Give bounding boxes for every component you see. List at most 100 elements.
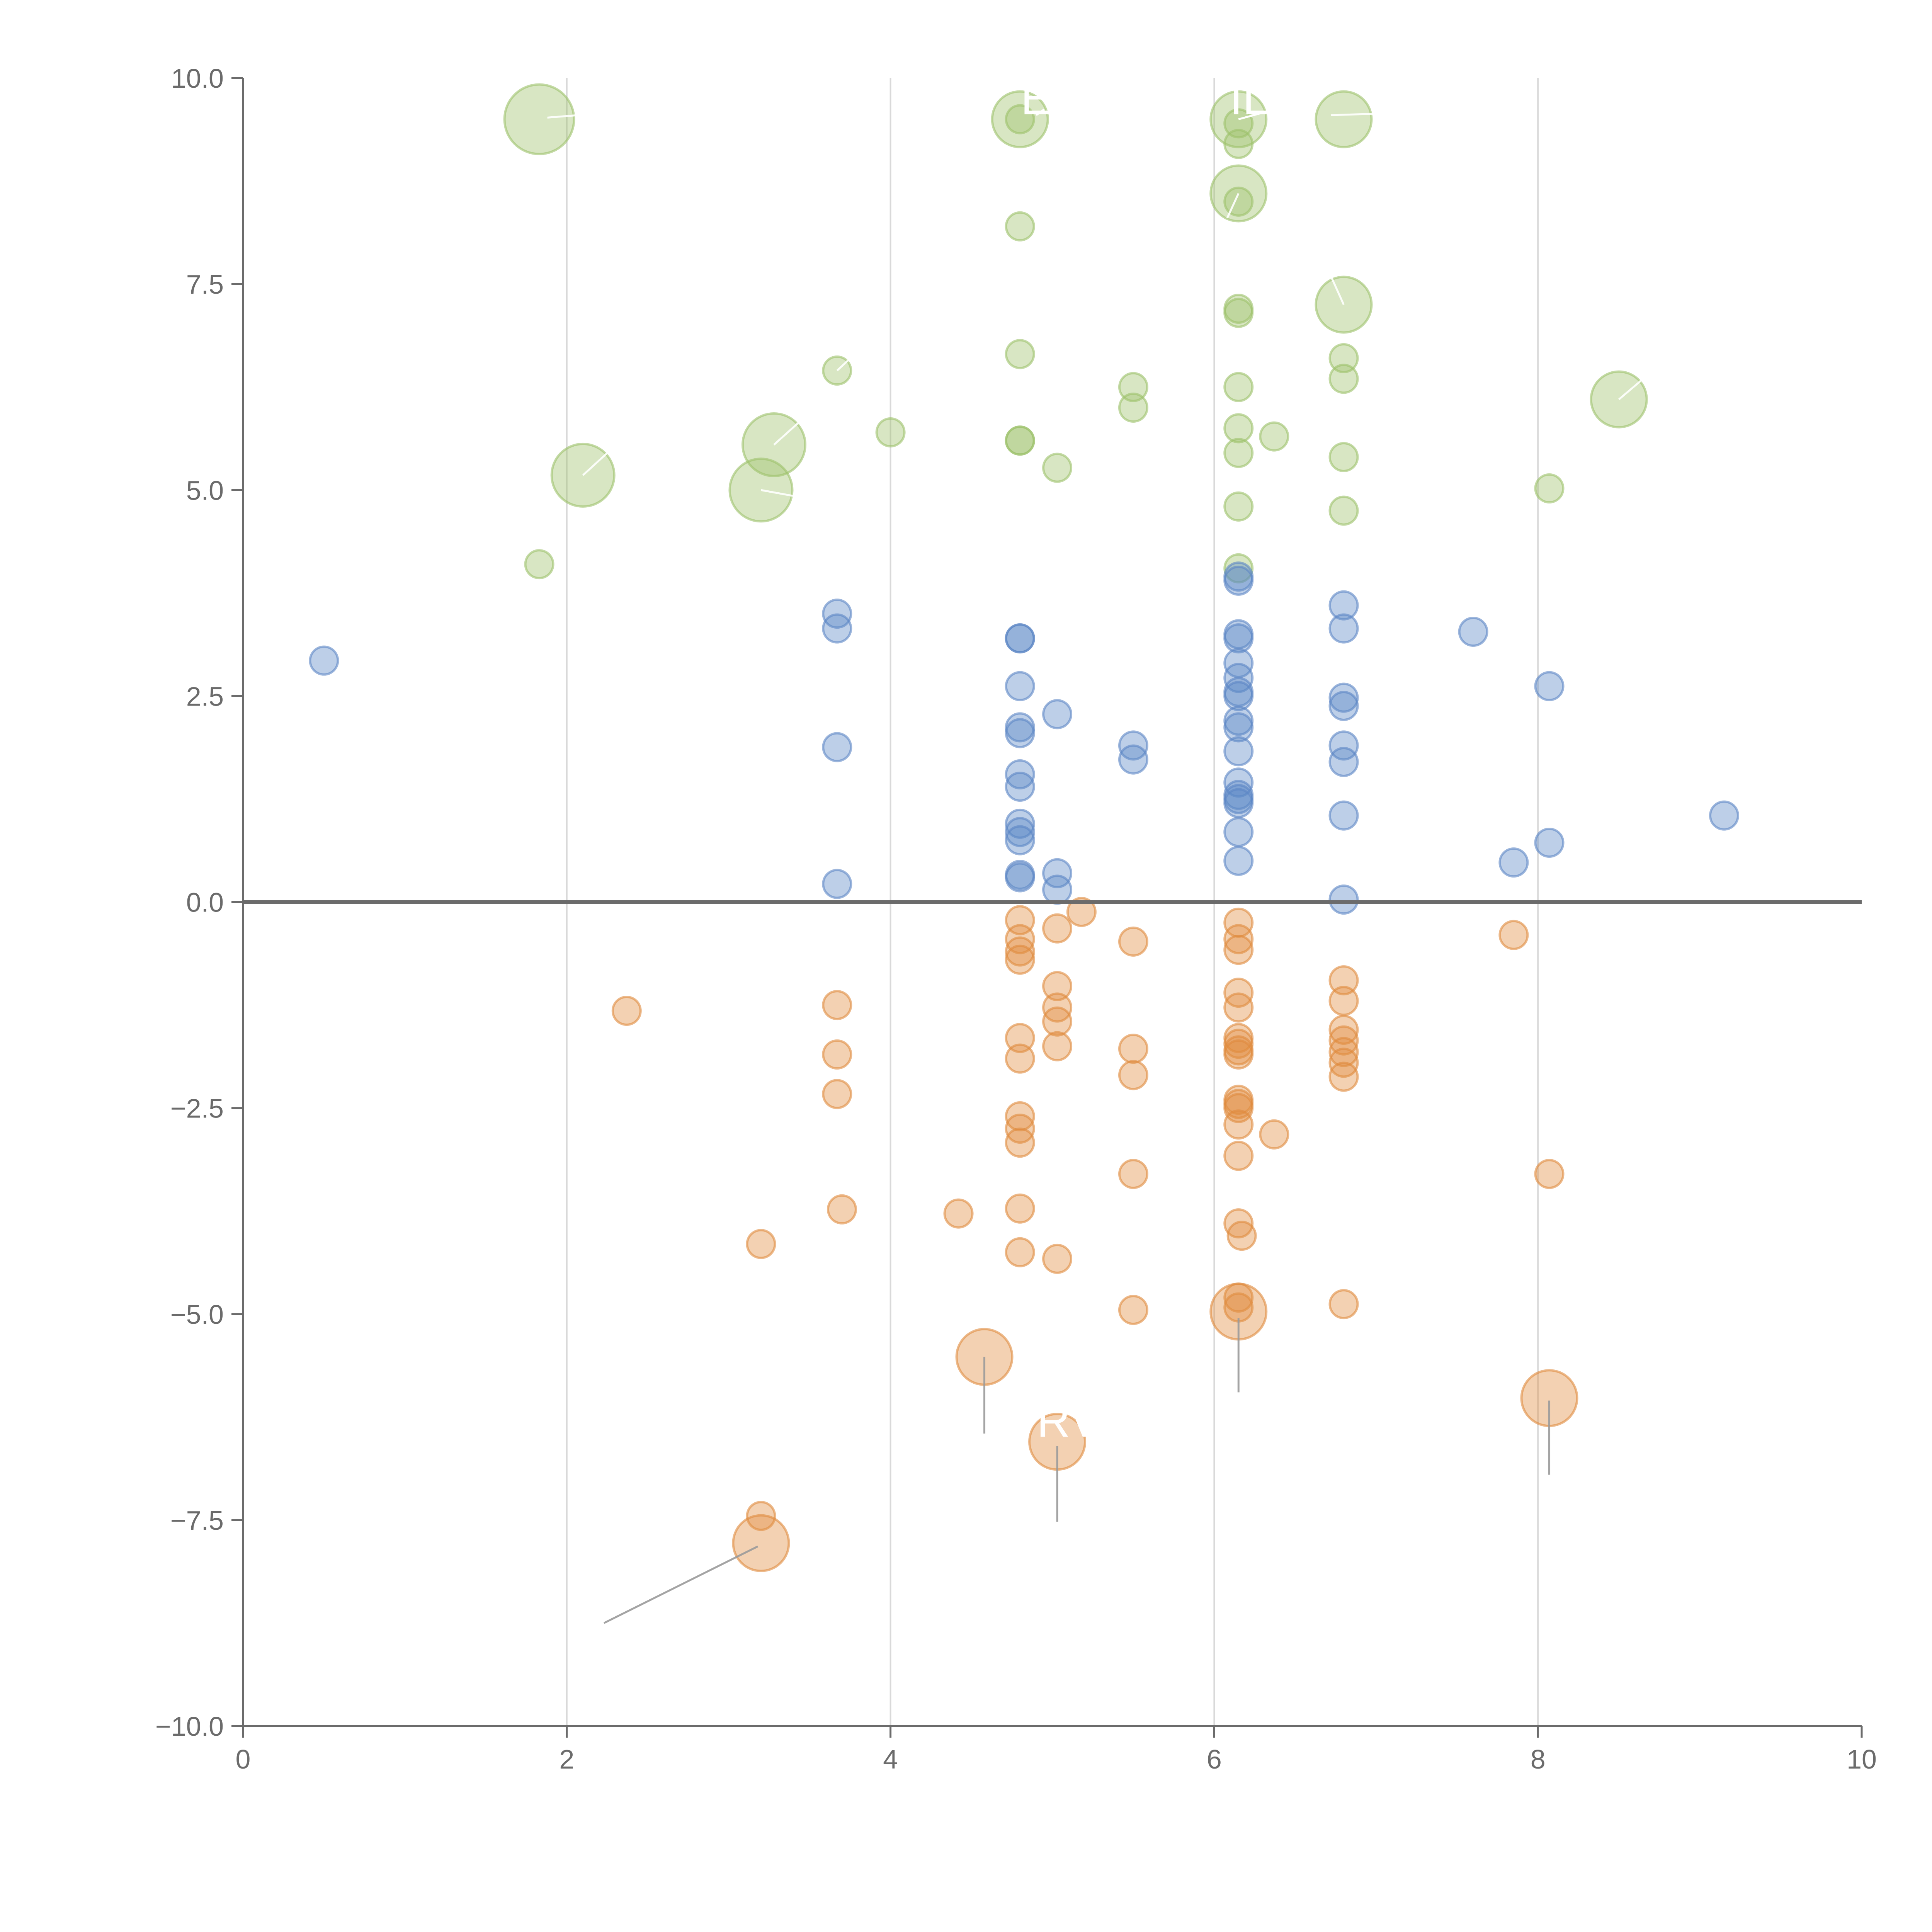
orange-bubble — [1223, 1029, 1254, 1059]
green-bubble — [1223, 372, 1254, 402]
orange-bubble — [1005, 924, 1035, 954]
leader-line-0 — [547, 114, 578, 119]
orange-bubble — [943, 1198, 974, 1229]
orange-bubble — [1005, 936, 1035, 967]
leader-line-8 — [1618, 378, 1644, 400]
blue-bubble — [1328, 747, 1359, 777]
blue-bubble — [1458, 617, 1488, 647]
orange-bubble — [1042, 913, 1073, 944]
orange-bubble — [1223, 1109, 1254, 1140]
green-bubble — [1223, 413, 1254, 444]
orange-bubble — [1223, 935, 1254, 965]
green-bubble — [1534, 473, 1565, 503]
y-tick-label: −10.0 — [155, 1711, 224, 1742]
orange-bubble — [822, 1039, 852, 1070]
green-bubble — [1005, 104, 1035, 134]
orange-bubble — [1226, 1221, 1257, 1251]
blue-bubble — [1042, 858, 1073, 888]
green-bubble — [1328, 495, 1359, 526]
orange-bubble — [1223, 1039, 1254, 1070]
blue-bubble — [822, 613, 852, 644]
blue-bubble — [1118, 744, 1148, 775]
blue-bubble — [1005, 825, 1035, 855]
x-tick-label: 8 — [1531, 1744, 1546, 1774]
x-tick-label: 0 — [236, 1744, 251, 1774]
annotation-leader-lines — [243, 108, 1862, 1624]
leader-line-2 — [1226, 193, 1240, 219]
orange-bubble — [1118, 1034, 1148, 1064]
green-bubble — [1223, 491, 1254, 522]
orange-bubble — [1223, 924, 1254, 954]
blue-bubble — [1223, 712, 1254, 743]
blue-bubble — [1005, 623, 1035, 654]
y-tick-label: 5.0 — [186, 475, 224, 505]
green-bubble — [1223, 298, 1254, 328]
blue-bubble — [1223, 817, 1254, 847]
y-tick-label: 10.0 — [171, 63, 224, 94]
blue-bubble — [1498, 847, 1529, 878]
orange-bubble — [1223, 1141, 1254, 1171]
blue-bubble — [1005, 759, 1035, 789]
orange-bubble — [1328, 1037, 1359, 1067]
blue-bubble — [1005, 771, 1035, 802]
blue-bubble — [1328, 730, 1359, 761]
annotation-label: E — [1021, 72, 1052, 124]
orange-bubble — [1328, 986, 1359, 1016]
orange-bubble — [1005, 1043, 1035, 1074]
blue-bubble — [1328, 590, 1359, 621]
orange-bubble — [1118, 926, 1148, 957]
leader-line-7 — [761, 489, 807, 500]
green-bubble — [1042, 452, 1073, 483]
green-bubble — [503, 83, 575, 155]
orange-bubble — [822, 1079, 852, 1109]
green-bubble — [1223, 438, 1254, 468]
x-tick-label: 6 — [1207, 1744, 1222, 1774]
blue-bubble — [1534, 827, 1565, 858]
leader-line-13 — [604, 1545, 759, 1624]
x-tick-label: 4 — [883, 1744, 898, 1774]
y-tick-label: −5.0 — [170, 1299, 224, 1330]
blue-bubble — [309, 645, 339, 676]
blue-bubble — [1005, 862, 1035, 893]
green-bubble — [1315, 90, 1373, 148]
blue-bubble — [1005, 808, 1035, 839]
blue-bubble — [1709, 800, 1739, 831]
green-bubble — [1223, 129, 1254, 159]
blue-bubble — [1328, 800, 1359, 831]
green-bubble — [875, 417, 906, 447]
orange-bubble — [1042, 1243, 1073, 1274]
blue-bubble — [1223, 736, 1254, 767]
orange-bubble — [1118, 1060, 1148, 1090]
blue-bubble — [1042, 874, 1073, 905]
leader-line-3 — [1330, 275, 1345, 305]
blue-bubble — [822, 869, 852, 899]
blue-bubble — [1005, 671, 1035, 701]
leader-line-1 — [1330, 112, 1384, 116]
orange-bubble — [1042, 1031, 1073, 1061]
orange-bubble — [1328, 1015, 1359, 1045]
blue-bubble — [1223, 681, 1254, 711]
annotation-leader-0 — [1036, 108, 1045, 116]
orange-bubble — [746, 1229, 776, 1259]
green-bubble — [1005, 339, 1035, 369]
y-tick-label: 0.0 — [186, 888, 224, 918]
blue-bubble — [1223, 767, 1254, 798]
orange-bubble — [1005, 944, 1035, 975]
annotation-leader-1 — [1238, 112, 1263, 121]
orange-bubble — [827, 1194, 857, 1225]
x-tick-label: 2 — [559, 1744, 574, 1774]
green-bubble — [1118, 393, 1148, 423]
blue-bubble — [1042, 699, 1073, 730]
y-tick-label: −7.5 — [170, 1505, 224, 1536]
orange-bubble — [1118, 1295, 1148, 1325]
orange-bubble — [1328, 965, 1359, 996]
leader-line-4 — [836, 353, 856, 371]
orange-bubble — [1066, 897, 1097, 927]
bubble-points — [309, 83, 1739, 1572]
orange-bubble — [1005, 1128, 1035, 1158]
y-tick-label: 2.5 — [186, 681, 224, 711]
green-bubble — [1328, 364, 1359, 394]
orange-bubble — [611, 995, 642, 1026]
blue-bubble — [1328, 690, 1359, 721]
